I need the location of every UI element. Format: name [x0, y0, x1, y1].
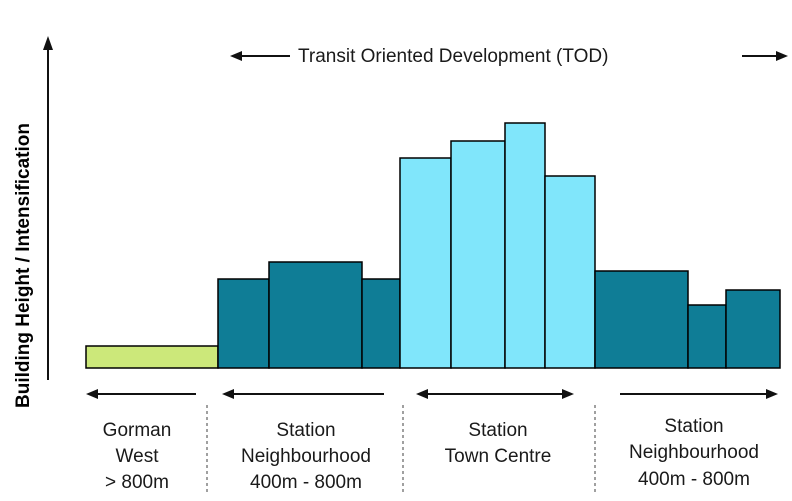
building-town-centre-2 — [450, 140, 506, 369]
y-axis-label: Building Height / Intensification — [13, 123, 34, 408]
building-neighbourhood-east-3 — [725, 289, 781, 369]
zone-gorman-line-1: Gorman — [103, 420, 172, 441]
zone-neighbourhood-east-line-1: Station — [664, 416, 723, 437]
zone-town-centre-line-1: Station — [468, 420, 527, 441]
building-neighbourhood-west-1 — [217, 278, 270, 369]
gorman-arrow — [86, 389, 196, 399]
left-arrowhead-icon — [86, 389, 98, 399]
zone-dividers — [206, 405, 596, 495]
tod-label: Transit Oriented Development (TOD) — [298, 46, 608, 67]
left-arrowhead-icon — [416, 389, 428, 399]
buildings — [85, 122, 781, 369]
tod-header: Transit Oriented Development (TOD) — [230, 46, 788, 67]
building-gorman-west — [85, 345, 219, 369]
y-axis-arrowhead-icon — [43, 36, 53, 50]
zone-neighbourhood-west-line-3: 400m - 800m — [250, 472, 362, 493]
zone-arrows — [86, 389, 778, 399]
building-town-centre-3 — [504, 122, 546, 369]
right-arrowhead-icon — [562, 389, 574, 399]
y-axis: Building Height / Intensification — [13, 36, 53, 408]
building-neighbourhood-west-2 — [268, 261, 363, 369]
building-town-centre-4 — [544, 175, 596, 369]
neighbourhood-west-arrow — [222, 389, 384, 399]
tod-right-arrow-icon — [776, 51, 788, 61]
building-neighbourhood-east-1 — [594, 270, 689, 369]
tod-left-arrow-icon — [230, 51, 242, 61]
building-neighbourhood-east-2 — [687, 304, 727, 369]
zone-neighbourhood-west-line-2: Neighbourhood — [241, 446, 371, 467]
zone-gorman-line-3: > 800m — [105, 472, 169, 493]
town-centre-arrow — [416, 389, 574, 399]
zone-town-centre-line-2: Town Centre — [445, 446, 552, 467]
zone-labels: Gorman West > 800m Station Neighbourhood… — [103, 416, 759, 493]
zone-neighbourhood-west-line-1: Station — [276, 420, 335, 441]
zone-neighbourhood-east-line-2: Neighbourhood — [629, 442, 759, 463]
zone-neighbourhood-east-line-3: 400m - 800m — [638, 469, 750, 490]
building-neighbourhood-west-3 — [361, 278, 401, 369]
left-arrowhead-icon — [222, 389, 234, 399]
neighbourhood-east-arrow — [620, 389, 778, 399]
zone-gorman-line-2: West — [116, 446, 160, 467]
right-arrowhead-icon — [766, 389, 778, 399]
building-town-centre-1 — [399, 157, 452, 369]
